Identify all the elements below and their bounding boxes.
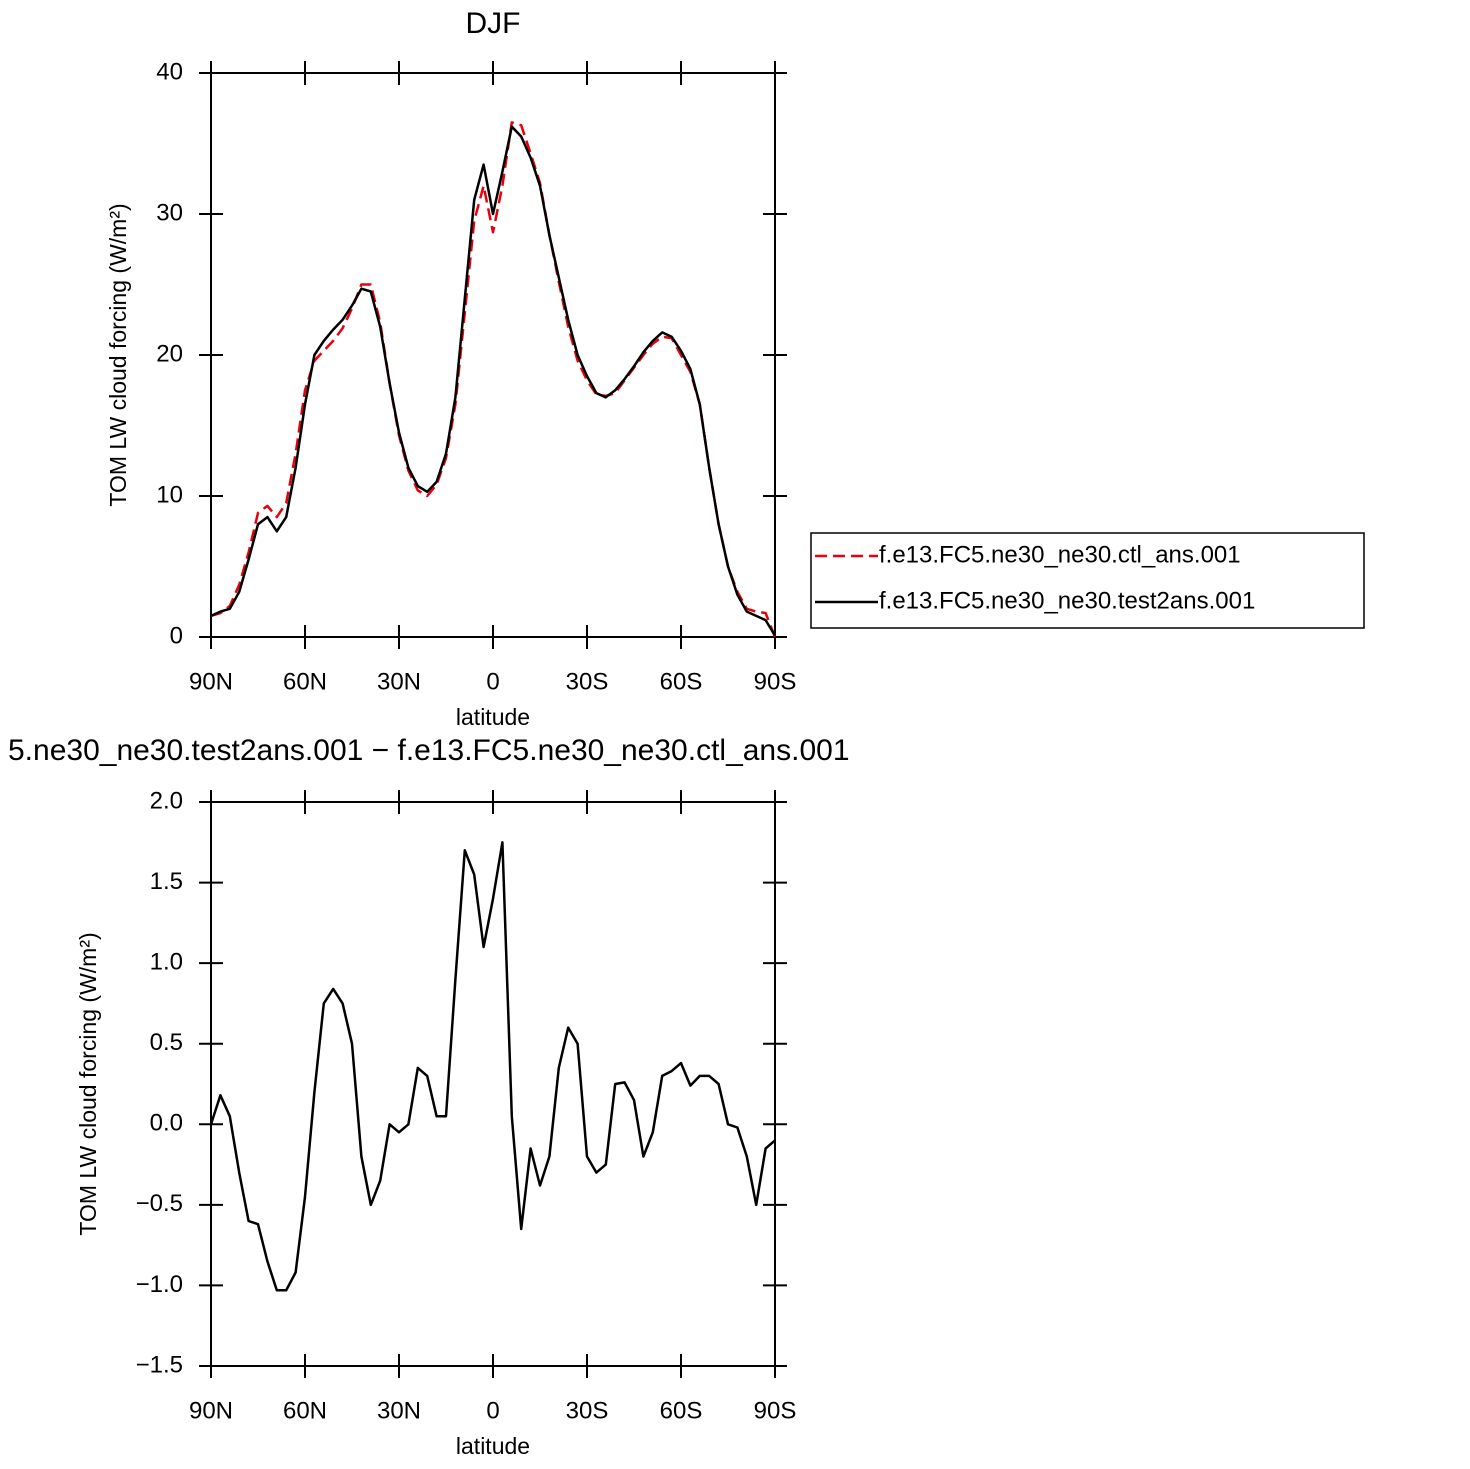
x-tick-label: 30S bbox=[566, 1397, 609, 1424]
legend-label: f.e13.FC5.ne30_ne30.ctl_ans.001 bbox=[879, 541, 1241, 568]
legend-label: f.e13.FC5.ne30_ne30.test2ans.001 bbox=[879, 587, 1255, 614]
y-tick-label: 2.0 bbox=[150, 787, 183, 814]
line-series bbox=[210, 121, 777, 638]
y-tick-label: 40 bbox=[156, 58, 183, 85]
plot-frame bbox=[210, 72, 776, 638]
chart-title: 5.ne30_ne30.test2ans.001 − f.e13.FC5.ne3… bbox=[8, 734, 850, 767]
y-tick-label: 0.5 bbox=[150, 1029, 183, 1056]
x-tick-label: 30S bbox=[566, 668, 609, 695]
chart-title: DJF bbox=[466, 7, 521, 40]
y-tick-label: −1.5 bbox=[136, 1351, 183, 1378]
x-tick-label: 60S bbox=[660, 668, 703, 695]
plot-frame bbox=[210, 801, 776, 1367]
y-tick-label: 20 bbox=[156, 340, 183, 367]
y-tick-label: 30 bbox=[156, 199, 183, 226]
x-tick-label: 0 bbox=[486, 1397, 499, 1424]
y-tick-label: 0 bbox=[170, 622, 183, 649]
y-axis-label: TOM LW cloud forcing (W/m²) bbox=[75, 932, 101, 1235]
legend-box bbox=[810, 532, 1365, 629]
y-tick-label: 1.5 bbox=[150, 868, 183, 895]
y-tick-label: −0.5 bbox=[136, 1190, 183, 1217]
x-tick-label: 60N bbox=[283, 668, 327, 695]
x-tick-label: 90N bbox=[189, 1397, 233, 1424]
y-tick-label: 0.0 bbox=[150, 1110, 183, 1137]
x-tick-label: 60S bbox=[660, 1397, 703, 1424]
x-tick-label: 60N bbox=[283, 1397, 327, 1424]
x-tick-label: 90N bbox=[189, 668, 233, 695]
x-axis-label: latitude bbox=[456, 1433, 530, 1459]
line-series bbox=[209, 841, 776, 1292]
x-tick-label: 90S bbox=[754, 668, 797, 695]
y-tick-label: 1.0 bbox=[150, 948, 183, 975]
x-axis-label: latitude bbox=[456, 704, 530, 730]
y-tick-label: 10 bbox=[156, 481, 183, 508]
line-series bbox=[210, 125, 777, 637]
x-tick-label: 90S bbox=[754, 1397, 797, 1424]
y-tick-label: −1.0 bbox=[136, 1271, 183, 1298]
x-tick-label: 0 bbox=[486, 668, 499, 695]
y-axis-label: TOM LW cloud forcing (W/m²) bbox=[105, 203, 131, 506]
x-tick-label: 30N bbox=[377, 1397, 421, 1424]
x-tick-label: 30N bbox=[377, 668, 421, 695]
